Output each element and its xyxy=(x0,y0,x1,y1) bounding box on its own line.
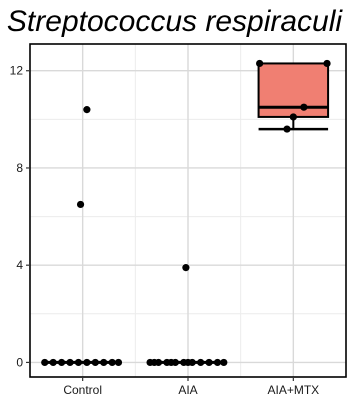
data-point xyxy=(83,358,91,367)
data-point xyxy=(289,113,297,121)
data-point xyxy=(300,103,308,111)
chart-title: Streptococcus respiraculi xyxy=(6,5,343,38)
y-tick-label: 12 xyxy=(10,64,24,78)
data-point xyxy=(213,358,222,367)
box-aia-mtx xyxy=(257,62,330,118)
data-point xyxy=(41,358,49,367)
y-tick-label: 0 xyxy=(16,355,23,369)
y-tick-label: 4 xyxy=(16,258,23,272)
grid xyxy=(30,44,346,377)
axes: 0 4 8 12 Control AIA AIA+MTX xyxy=(10,64,320,397)
data-point xyxy=(114,358,123,367)
data-point xyxy=(83,106,91,114)
data-point xyxy=(182,264,190,272)
data-point xyxy=(184,358,192,367)
data-point xyxy=(197,358,205,367)
data-point xyxy=(76,200,85,209)
data-point xyxy=(91,358,99,367)
x-tick-label: AIA+MTX xyxy=(267,383,319,397)
data-point xyxy=(66,358,74,367)
y-tick-label: 8 xyxy=(16,161,23,175)
data-points xyxy=(41,59,331,367)
data-point xyxy=(74,358,83,367)
data-point xyxy=(323,59,331,68)
data-point xyxy=(100,358,108,367)
data-point xyxy=(150,358,158,367)
x-tick-label: AIA xyxy=(178,383,197,397)
data-point xyxy=(205,358,213,367)
data-point xyxy=(49,358,57,367)
data-point xyxy=(58,358,66,367)
data-point xyxy=(256,59,264,68)
data-point xyxy=(283,125,291,133)
data-point xyxy=(108,358,116,367)
x-tick-label: Control xyxy=(63,383,102,397)
data-point xyxy=(220,358,228,367)
data-point xyxy=(167,358,175,367)
